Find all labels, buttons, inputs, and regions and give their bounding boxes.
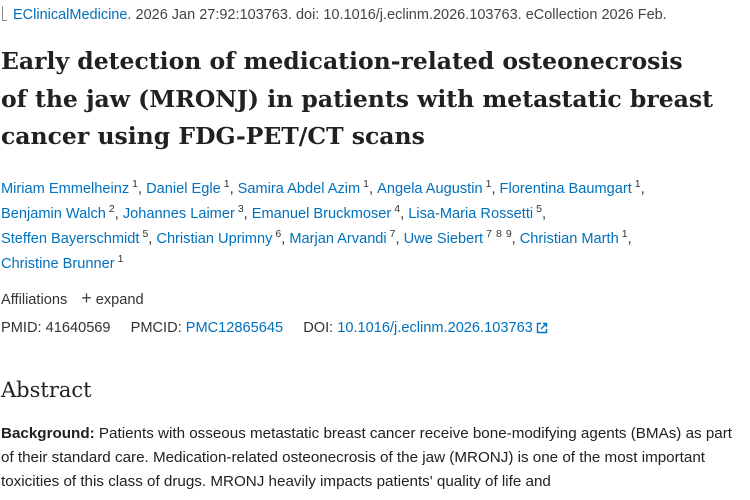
- background-label: Background:: [1, 425, 95, 442]
- affiliation-refs: 1: [118, 253, 124, 265]
- external-link-icon: [536, 322, 548, 334]
- plus-icon[interactable]: +: [81, 288, 92, 308]
- author-name[interactable]: Emanuel Bruckmoser: [251, 206, 392, 222]
- affiliation-ref[interactable]: 3: [237, 203, 244, 215]
- author: Christian Uprimny 6: [156, 228, 289, 247]
- affiliation-refs: 2: [109, 203, 115, 215]
- affiliation-ref[interactable]: 5: [536, 203, 542, 215]
- author-name[interactable]: Angela Augustin: [377, 181, 483, 197]
- affiliation-refs: 1: [635, 178, 641, 190]
- affiliation-refs: 1: [622, 228, 628, 240]
- affiliation-ref[interactable]: 1: [621, 228, 628, 240]
- affiliation-refs: 5: [142, 228, 148, 240]
- author-name[interactable]: Christine Brunner: [1, 256, 115, 272]
- author-name[interactable]: Uwe Siebert: [403, 231, 484, 247]
- identifiers: PMID: 41640569 PMCID: PMC12865645 DOI: 1…: [1, 320, 548, 336]
- affiliation-ref[interactable]: 5: [142, 228, 149, 240]
- title-line: Early detection of medication-related os…: [1, 47, 683, 75]
- citation: EClinicalMedicine. 2026 Jan 27:92:103763…: [2, 6, 667, 23]
- author-name[interactable]: Miriam Emmelheinz: [1, 181, 130, 197]
- author-name[interactable]: Christian Marth: [519, 231, 619, 247]
- affiliation-ref[interactable]: 6: [275, 228, 282, 240]
- author-name[interactable]: Benjamin Walch: [1, 206, 106, 222]
- collapse-icon[interactable]: [2, 6, 7, 21]
- abstract-background: Background: Patients with osseous metast…: [1, 422, 741, 495]
- doi-label: DOI:: [303, 320, 334, 336]
- doi-link[interactable]: 10.1016/j.eclinm.2026.103763: [337, 320, 548, 336]
- author-name[interactable]: Samira Abdel Azim: [237, 181, 361, 197]
- author-name[interactable]: Johannes Laimer: [122, 206, 235, 222]
- author-name[interactable]: Steffen Bayerschmidt: [1, 231, 140, 247]
- affiliation-ref[interactable]: 2: [108, 203, 115, 215]
- affiliation-ref[interactable]: 4: [394, 203, 401, 215]
- pmid: 41640569: [45, 320, 111, 336]
- affiliation-ref[interactable]: 7: [389, 228, 396, 240]
- author: Florentina Baumgart 1: [499, 178, 645, 197]
- article-title: Early detection of medication-related os…: [1, 43, 713, 156]
- affiliation-ref[interactable]: 1: [223, 178, 230, 190]
- author: Christine Brunner 1: [1, 253, 124, 272]
- expand-toggle[interactable]: expand: [95, 292, 144, 308]
- affiliation-ref[interactable]: 1: [485, 178, 492, 190]
- title-line: cancer using FDG-PET/CT scans: [1, 122, 425, 150]
- affiliation-refs: 1: [132, 178, 138, 190]
- citation-details: 2026 Jan 27:92:103763. doi: 10.1016/j.ec…: [135, 7, 667, 23]
- affiliation-ref[interactable]: 1: [363, 178, 369, 190]
- author: Samira Abdel Azim 1: [237, 178, 377, 197]
- pmcid-label: PMCID:: [130, 320, 182, 336]
- affiliation-refs: 7: [390, 228, 396, 240]
- abstract-heading: Abstract: [1, 378, 92, 402]
- author: Emanuel Bruckmoser 4: [251, 203, 408, 222]
- affiliation-refs: 3: [238, 203, 244, 215]
- author: Angela Augustin 1: [377, 178, 499, 197]
- author: Miriam Emmelheinz 1: [1, 178, 146, 197]
- author-name[interactable]: Marjan Arvandi: [289, 231, 387, 247]
- author: Marjan Arvandi 7: [289, 228, 403, 247]
- author-name[interactable]: Florentina Baumgart: [499, 181, 632, 197]
- affiliation-refs: 1: [224, 178, 230, 190]
- affiliation-ref[interactable]: 1: [132, 178, 138, 190]
- affiliation-refs: 1: [363, 178, 369, 190]
- journal-link[interactable]: EClinicalMedicine.: [13, 7, 132, 23]
- affiliation-ref[interactable]: 1: [117, 253, 124, 265]
- affiliations: Affiliations + expand: [1, 288, 144, 308]
- author: Steffen Bayerschmidt 5: [1, 228, 156, 247]
- doi: 10.1016/j.eclinm.2026.103763: [337, 320, 533, 336]
- affiliation-ref[interactable]: 1: [634, 178, 641, 190]
- author: Daniel Egle 1: [146, 178, 238, 197]
- author: Christian Marth 1: [519, 228, 632, 247]
- pmid-label: PMID:: [1, 320, 42, 336]
- pmcid-link[interactable]: PMC12865645: [185, 320, 284, 336]
- author: Benjamin Walch 2: [1, 203, 123, 222]
- affiliation-refs: 6: [275, 228, 281, 240]
- author-name[interactable]: Daniel Egle: [146, 181, 221, 197]
- affiliation-ref[interactable]: 7: [486, 228, 492, 240]
- affiliation-refs: 5: [536, 203, 542, 215]
- affiliations-label: Affiliations: [1, 292, 68, 308]
- affiliation-ref[interactable]: 8: [495, 228, 502, 240]
- background-text: Patients with osseous metastatic breast …: [1, 425, 733, 491]
- title-line: of the jaw (MRONJ) in patients with meta…: [1, 84, 713, 113]
- affiliation-ref[interactable]: 9: [505, 228, 512, 240]
- author: Lisa-Maria Rossetti 5: [408, 203, 546, 222]
- affiliation-refs: 1: [486, 178, 492, 190]
- affiliation-refs: 4: [394, 203, 400, 215]
- author-name[interactable]: Christian Uprimny: [156, 231, 273, 247]
- author-name[interactable]: Lisa-Maria Rossetti: [408, 206, 534, 222]
- author: Johannes Laimer 3: [122, 203, 252, 222]
- author: Uwe Siebert 7 8 9: [403, 228, 520, 247]
